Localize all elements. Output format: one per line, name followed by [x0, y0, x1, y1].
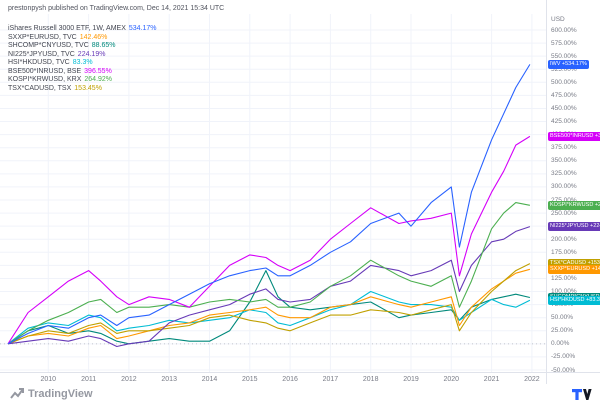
series-line-ni225-jpyusd — [7, 226, 531, 348]
legend-symbol: BSE500*INRUSD, BSE — [8, 67, 82, 75]
tradingview-wordmark: TradingView — [28, 387, 93, 400]
legend-row: KOSPI*KRWUSD, KRX 264.92% — [8, 76, 157, 85]
series-line-hsi-hkdusd — [7, 290, 531, 345]
legend-symbol: NI225*JPYUSD, TVC — [8, 50, 75, 58]
legend-row: SHCOMP*CNYUSD, TVC 88.65% — [8, 42, 157, 51]
series-line-tsx-cadusd — [7, 263, 531, 345]
price-scale-currency: USD — [551, 16, 565, 23]
tradingview-mark-icon[interactable] — [572, 388, 592, 404]
legend-value: 153.45% — [74, 84, 102, 92]
legend-row: NI225*JPYUSD, TVC 224.19% — [8, 51, 157, 60]
legend-value: 88.65% — [91, 42, 116, 49]
legend-symbol: TSX*CADUSD, TSX — [8, 84, 72, 92]
legend-symbol: KOSPI*KRWUSD, KRX — [8, 76, 82, 83]
legend-row: SXXP*EURUSD, TVC 142.46% — [8, 34, 157, 43]
series-line-bse500-inrusd — [7, 135, 531, 345]
legend-value: 83.3% — [72, 59, 93, 66]
legend-symbol: HSI*HKDUSD, TVC — [8, 59, 70, 66]
legend-value: 142.46% — [79, 33, 108, 41]
legend-value: 396.55% — [84, 67, 112, 75]
attribution-text: prestonpysh published on TradingView.com… — [8, 5, 225, 12]
legend-row: HSI*HKDUSD, TVC 83.3% — [8, 59, 157, 68]
legend-row: BSE500*INRUSD, BSE 396.55% — [8, 68, 157, 77]
tradingview-arrow-icon — [10, 388, 24, 399]
series-line-iwv — [7, 64, 531, 345]
tradingview-logo[interactable]: TradingView — [10, 387, 93, 400]
legend-value: 534.17% — [128, 25, 157, 32]
legend-symbol: iShares Russell 3000 ETF, 1W, AMEX — [8, 25, 126, 32]
legend-row: TSX*CADUSD, TSX 153.45% — [8, 85, 157, 94]
legend-symbol: SXXP*EURUSD, TVC — [8, 33, 77, 41]
legend-row: iShares Russell 3000 ETF, 1W, AMEX 534.17… — [8, 25, 157, 34]
legend-value: 264.92% — [84, 76, 113, 83]
series-line-sxxp-eurusd — [7, 268, 531, 345]
legend-symbol: SHCOMP*CNYUSD, TVC — [8, 42, 89, 49]
legend: iShares Russell 3000 ETF, 1W, AMEX 534.17… — [8, 25, 157, 93]
series-line-kospi-krwusd — [7, 202, 531, 345]
legend-value: 224.19% — [77, 50, 106, 58]
